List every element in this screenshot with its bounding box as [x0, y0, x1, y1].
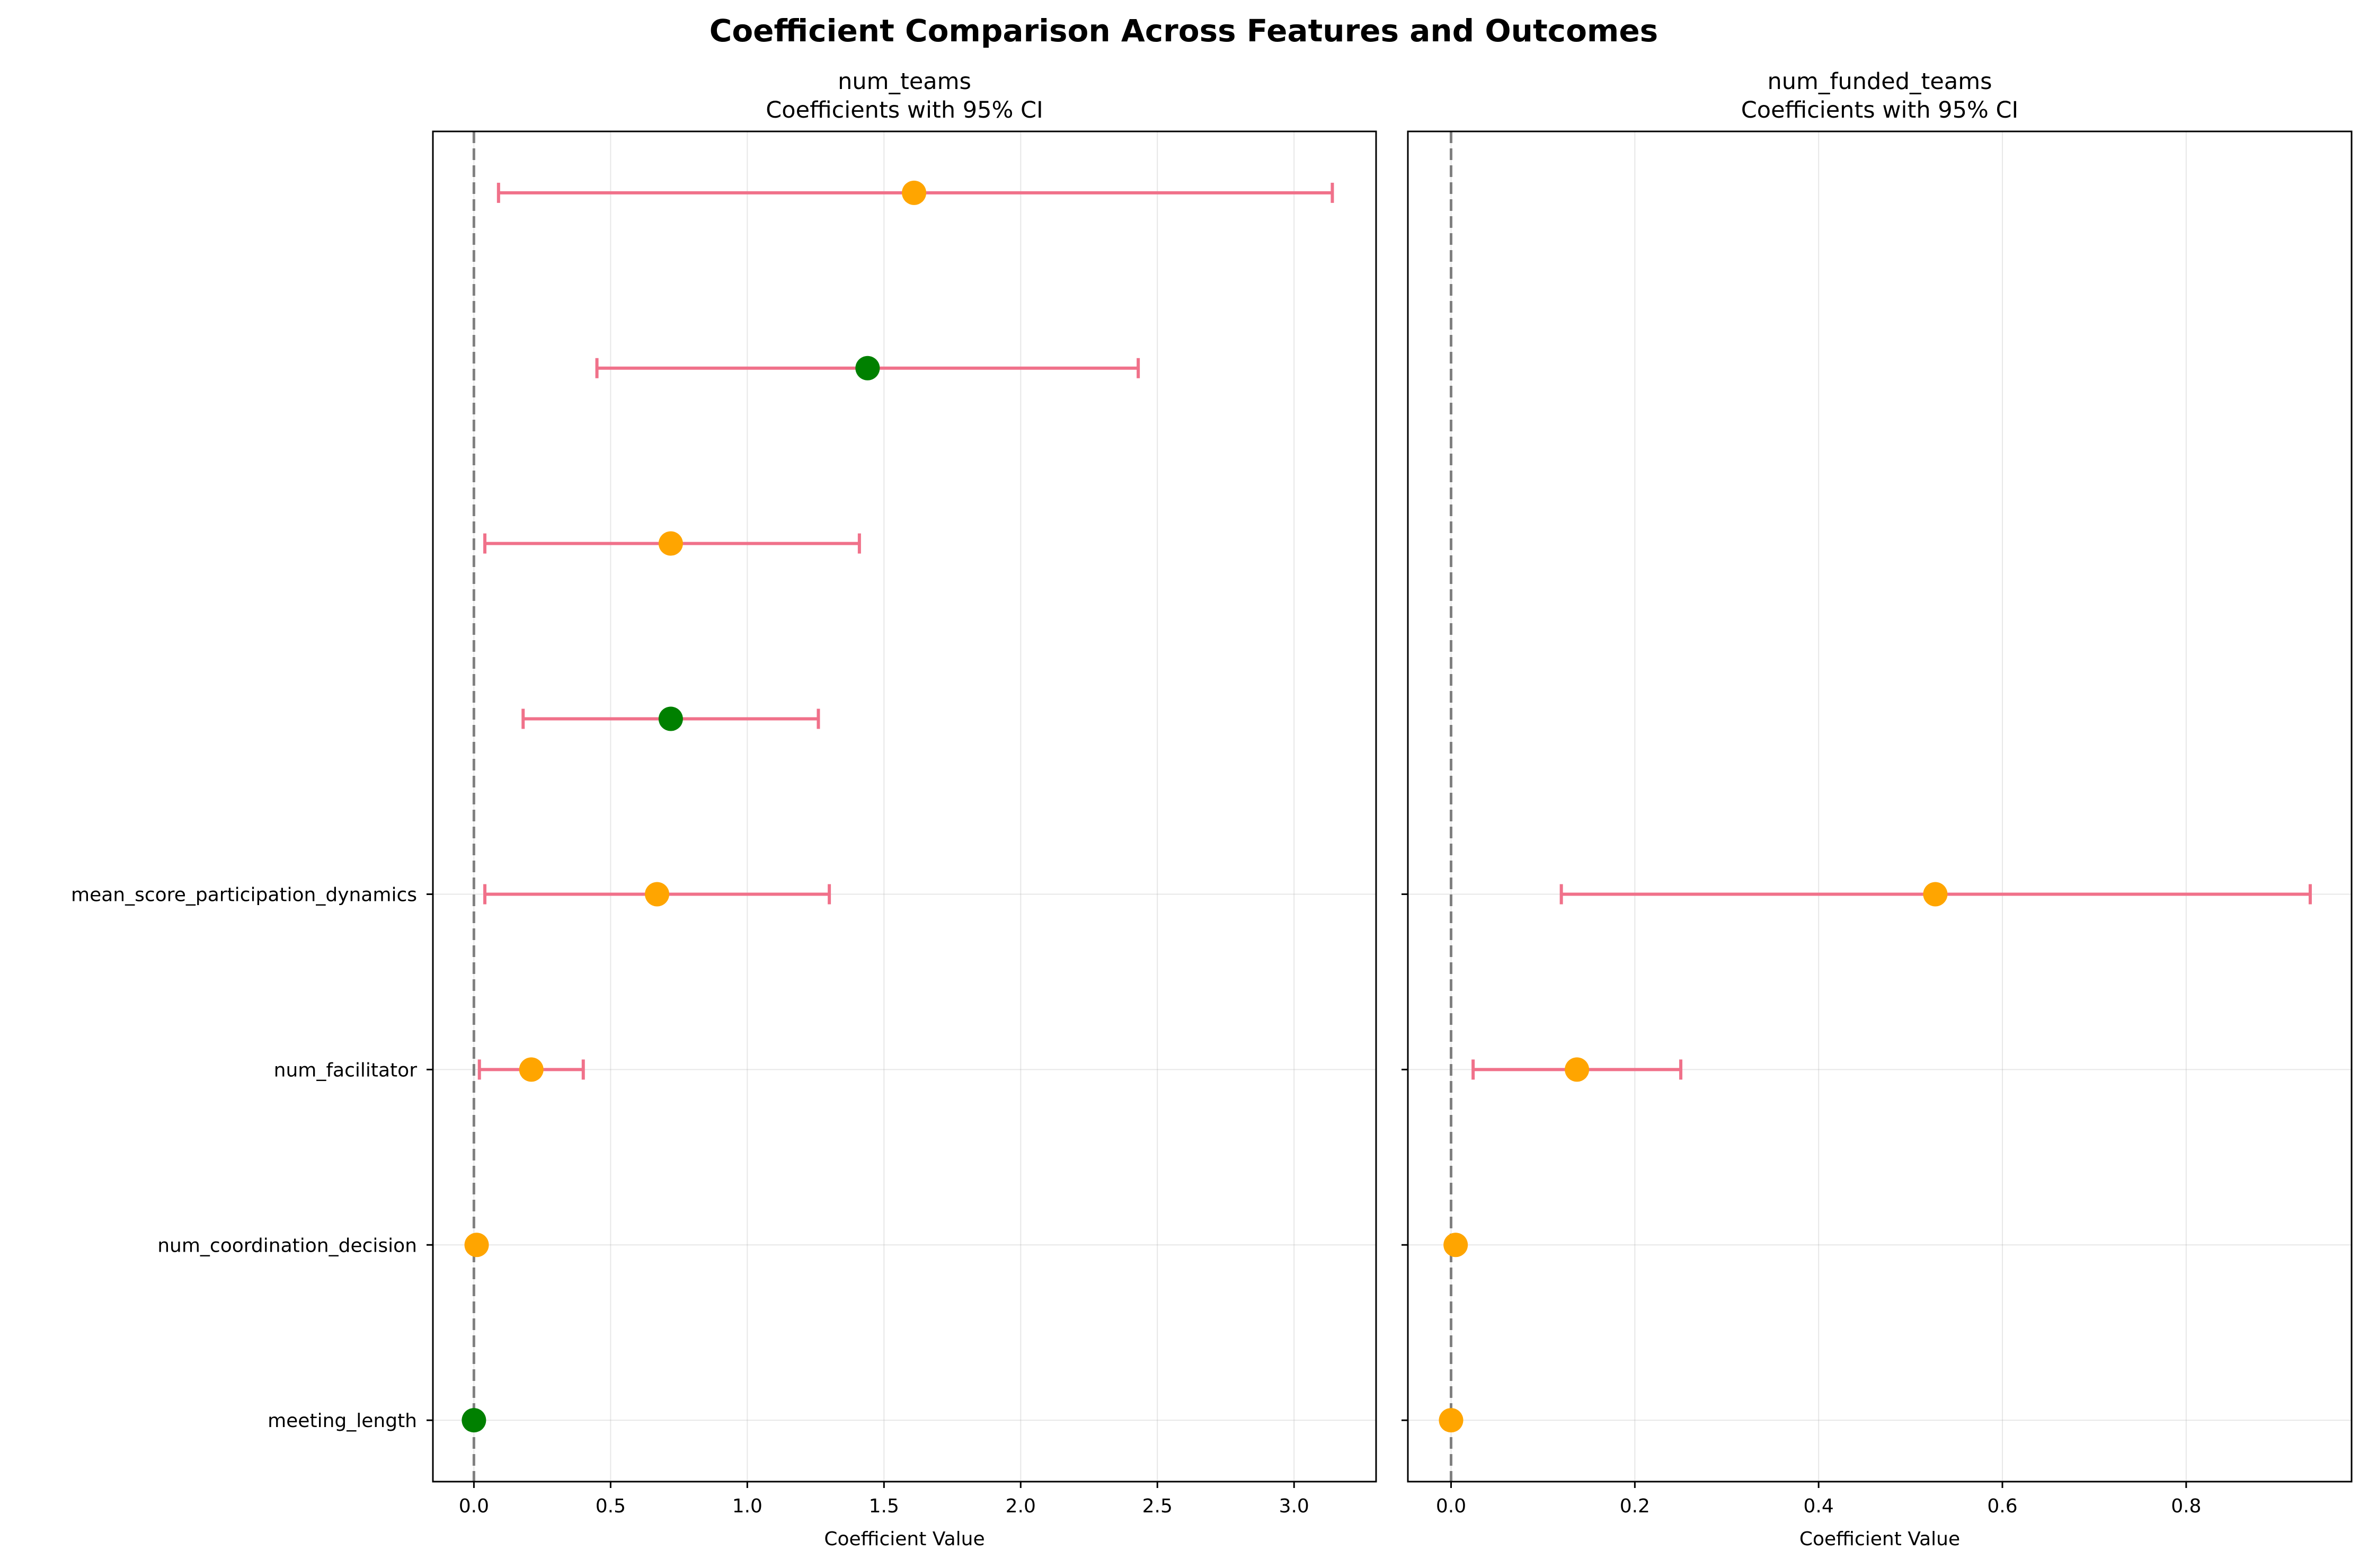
y-tick-label: num_coordination_decision — [157, 1235, 417, 1256]
coefficient-point — [464, 1233, 489, 1257]
y-tick-label: mean_score_participation_dynamics — [71, 884, 417, 906]
x-tick-label: 0.0 — [459, 1495, 489, 1517]
coefficient-point — [462, 1408, 486, 1433]
y-tick-label: num_facilitator — [274, 1059, 418, 1081]
panel-2: 0.0 0.2 0.4 0.6 0.8 Coefficient Value num_fund… — [1402, 68, 2353, 1550]
panel-1: 0.0 0.5 1.0 1.5 2.0 2.5 3.0 meeting_length num_c… — [71, 68, 1377, 1550]
y-tick-label: meeting_length — [268, 1410, 417, 1432]
x-tick-label: 0.2 — [1620, 1495, 1650, 1517]
coefficient-point — [658, 706, 683, 731]
coefficient-point — [519, 1057, 544, 1082]
coefficient-point — [902, 180, 927, 205]
x-axis-label: Coefficient Value — [824, 1528, 985, 1550]
coefficient-point — [1923, 882, 1948, 907]
x-tick-label: 0.4 — [1804, 1495, 1834, 1517]
coefficient-point — [1439, 1408, 1464, 1433]
x-tick-label: 1.5 — [869, 1495, 899, 1517]
coefficient-point — [1443, 1233, 1468, 1257]
x-tick-label: 2.0 — [1006, 1495, 1036, 1517]
panel-title-line-2: Coefficients with 95% CI — [766, 97, 1043, 123]
x-tick-label: 1.0 — [732, 1495, 762, 1517]
axes-frame — [1407, 130, 2353, 1483]
panel-title-line-2: Coefficients with 95% CI — [1741, 97, 2018, 123]
panel-title-line-1: num_funded_teams — [1767, 68, 1992, 95]
coefficient-point — [1565, 1057, 1590, 1082]
x-tick-label: 0.6 — [1987, 1495, 2017, 1517]
panel-title-line-1: num_teams — [838, 68, 971, 95]
coefficient-point — [645, 882, 670, 907]
x-tick-label: 3.0 — [1279, 1495, 1309, 1517]
x-axis-label: Coefficient Value — [1799, 1528, 1960, 1550]
coefficient-point — [658, 531, 683, 556]
x-tick-label: 0.5 — [596, 1495, 626, 1517]
coefficient-point — [855, 356, 880, 380]
axes-frame — [432, 130, 1377, 1483]
x-tick-label: 2.5 — [1142, 1495, 1173, 1517]
x-tick-label: 0.0 — [1436, 1495, 1466, 1517]
x-tick-label: 0.8 — [2171, 1495, 2201, 1517]
figure-title: Coefficient Comparison Across Features a… — [709, 13, 1658, 49]
